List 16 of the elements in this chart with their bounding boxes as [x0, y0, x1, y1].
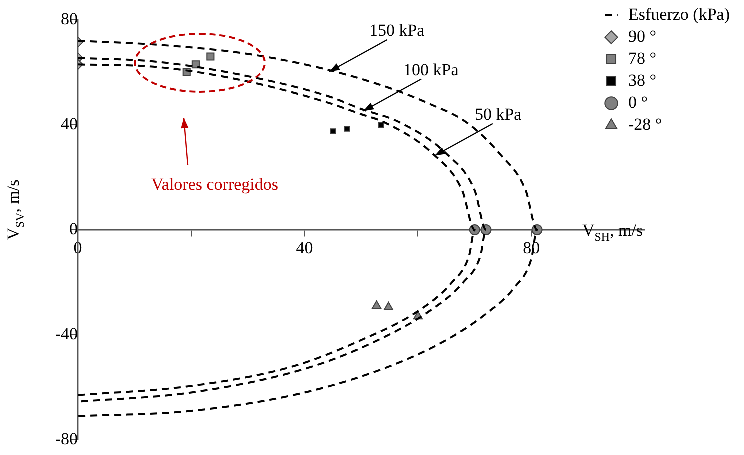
legend-label: -28 °: [628, 114, 662, 134]
legend-label: 90 °: [628, 26, 657, 46]
y-tick-label: -40: [55, 324, 78, 344]
y-axis-title: VSV, m/s: [4, 180, 28, 240]
legend-title: Esfuerzo (kPa): [628, 4, 730, 24]
legend-label: 78 °: [628, 48, 657, 68]
y-tick-label: 40: [61, 114, 78, 134]
annotation: Valores corregidos: [152, 175, 279, 194]
annotation: 150 kPa: [369, 20, 426, 40]
annotation: 50 kPa: [474, 104, 522, 124]
annotation: 100 kPa: [404, 60, 460, 80]
legend-label: 38 °: [628, 70, 657, 90]
y-tick-label: -80: [55, 429, 78, 448]
x-tick-label: 40: [296, 238, 314, 258]
y-tick-label: 80: [61, 9, 78, 28]
legend-label: 0 °: [628, 92, 648, 112]
